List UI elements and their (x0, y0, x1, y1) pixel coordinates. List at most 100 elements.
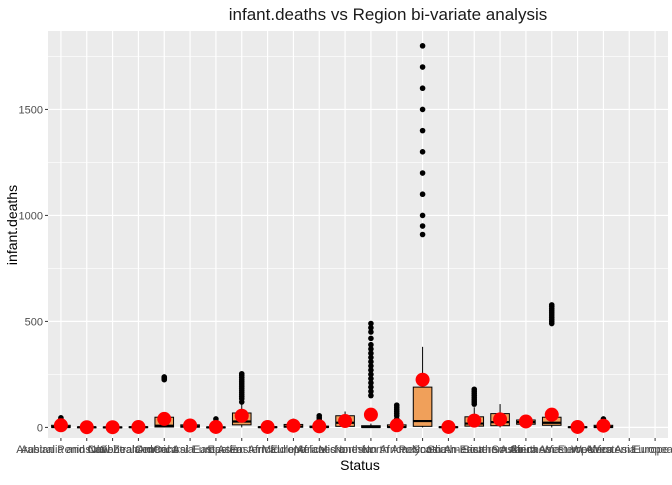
box-outlier-point (419, 170, 426, 176)
box-outlier-point (368, 341, 374, 348)
y-axis-title: infant.deaths (4, 185, 20, 265)
box-mean-point (570, 419, 585, 434)
box-outlier-point (419, 223, 426, 229)
box-group (128, 419, 149, 434)
x-tick-label: European (631, 444, 672, 456)
box-group (567, 419, 588, 434)
x-tick-label: Eastern Africa (208, 444, 277, 456)
box-outlier-point (368, 367, 374, 373)
y-tick-label: 500 (25, 316, 43, 328)
box-outlier-point (368, 375, 374, 382)
box-group (309, 412, 330, 434)
box-mean-point (596, 418, 611, 433)
x-tick-label: Central Asia (135, 444, 195, 456)
box-outlier-point (368, 388, 374, 395)
x-tick-label: Micronesia (318, 444, 372, 456)
box-outlier-point (419, 64, 426, 70)
box-group (206, 416, 226, 434)
box-outlier-point (419, 231, 426, 238)
box-mean-point (389, 418, 404, 433)
x-tick-label: South-Eastern Asia (427, 444, 522, 456)
box-outlier-point (316, 412, 323, 419)
x-tick-label: Central America (99, 444, 178, 456)
box-outlier-point (368, 363, 374, 369)
box-outlier-point (419, 212, 426, 219)
x-tick-label: Caribbean (87, 444, 138, 456)
box-mean-point (234, 408, 249, 423)
box-mean-point (518, 414, 533, 429)
box-outlier-point (419, 43, 426, 49)
box-group (464, 386, 485, 428)
box-group (180, 418, 200, 433)
box-group (51, 415, 71, 433)
box-outlier-point (368, 392, 374, 399)
box-mean-point (441, 419, 456, 434)
box-outlier-point (419, 106, 426, 113)
box-outlier-point (368, 371, 374, 378)
box-group (490, 404, 510, 428)
box-outlier-point (419, 149, 426, 155)
box-outlier-point (368, 346, 374, 352)
x-tick-label: South America (413, 444, 485, 456)
box-outlier-point (368, 324, 374, 331)
x-axis-title: Status (340, 457, 380, 473)
box-group (231, 370, 252, 428)
x-tick-label: East Asia (193, 444, 240, 456)
box-outlier-point (368, 350, 374, 357)
box-group (361, 320, 381, 429)
box-outlier-point (368, 329, 374, 335)
box-mean-point (157, 411, 172, 426)
box-group (257, 419, 278, 434)
box-mean-point (286, 418, 301, 433)
box-outlier-point (368, 354, 374, 361)
x-tick-label: Western Europe (590, 444, 669, 456)
x-tick-label: Melanesia (294, 444, 345, 456)
x-tick-label: Southern Africa (462, 444, 538, 456)
box-outlier-point (368, 384, 374, 390)
box-mean-point (79, 420, 94, 435)
box-mean-point (467, 413, 482, 428)
x-tick-label: Western Africa (542, 444, 614, 456)
box-mean-point (105, 420, 120, 435)
x-tick-label: Southern Asia (492, 444, 561, 456)
box-outlier-point (471, 386, 478, 393)
x-tick-label: Australia and New Zealand (21, 444, 153, 456)
box-group (541, 302, 562, 428)
plot-panel (48, 31, 668, 438)
box-outlier-point (548, 302, 555, 308)
box-mean-point (312, 419, 327, 434)
panel-background (48, 31, 668, 438)
box-outlier-point (368, 380, 374, 386)
x-tick-label: Central Europe (153, 444, 227, 456)
x-tick-label: North America (362, 444, 433, 456)
box-mean-point (338, 414, 353, 429)
box-outlier-point (368, 358, 374, 365)
y-tick-label: 1000 (19, 210, 43, 222)
box-outlier-point (368, 335, 374, 342)
box-mean-point (363, 407, 378, 422)
x-tick-label: Middle Africa (262, 444, 326, 456)
box-outlier-point (238, 370, 245, 377)
box-outlier-point (419, 191, 426, 198)
box-mean-point (260, 419, 275, 434)
box-iqr (412, 386, 433, 427)
box-mean-point (183, 418, 198, 433)
box-mean-point (544, 407, 559, 422)
box-mean-point (53, 418, 68, 433)
box-outlier-point (419, 85, 426, 92)
box-group (283, 418, 304, 433)
box-group (516, 414, 536, 429)
chart-title: infant.deaths vs Region bi-variate analy… (229, 5, 547, 24)
x-tick-label: Western Asia (571, 444, 636, 456)
y-tick-label: 1500 (19, 104, 43, 116)
box-outlier-point (393, 402, 400, 408)
box-group (335, 411, 355, 429)
box-group (102, 420, 123, 435)
box-group (412, 43, 433, 428)
box-group (593, 416, 614, 433)
box-mean-point (131, 419, 146, 434)
box-group (386, 402, 407, 433)
